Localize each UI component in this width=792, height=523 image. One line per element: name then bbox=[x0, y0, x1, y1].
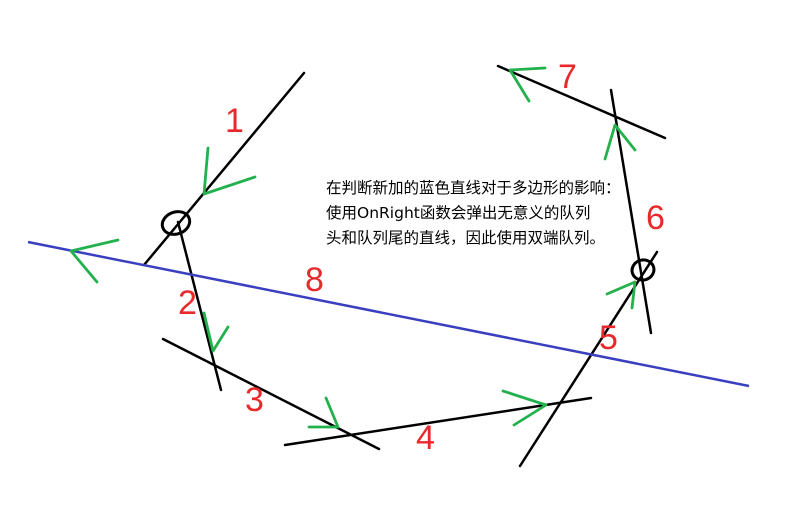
edge-line-4 bbox=[283, 396, 593, 447]
new-blue-line bbox=[27, 240, 750, 388]
intersection-circle-right bbox=[630, 258, 656, 282]
edge-line-2 bbox=[176, 220, 223, 392]
edge-line-1 bbox=[142, 71, 306, 267]
intersection-circle-left bbox=[160, 210, 192, 236]
note-line-3: 头和队列尾的直线，因此使用双端队列。 bbox=[326, 229, 606, 247]
arrow-new-line bbox=[69, 238, 120, 284]
edge-line-3 bbox=[161, 337, 381, 451]
label-4: 4 bbox=[416, 419, 435, 457]
label-1: 1 bbox=[225, 102, 244, 140]
label-8: 8 bbox=[305, 261, 324, 299]
label-7: 7 bbox=[558, 58, 577, 96]
arrow-edge-3 bbox=[307, 396, 340, 429]
arrow-edge-2 bbox=[202, 311, 230, 353]
note-line-2: 使用OnRight函数会弹出无意义的队列 bbox=[326, 204, 591, 222]
arrow-edge-4 bbox=[501, 389, 548, 427]
note-line-1: 在判断新加的蓝色直线对于多边形的影响： bbox=[326, 179, 621, 197]
label-3: 3 bbox=[245, 381, 264, 419]
edge-line-7 bbox=[496, 64, 667, 140]
arrow-edge-6 bbox=[603, 123, 637, 161]
label-5: 5 bbox=[599, 319, 618, 357]
label-6: 6 bbox=[646, 199, 665, 237]
arrow-edge-1 bbox=[202, 146, 257, 196]
arrow-edge-7 bbox=[508, 66, 547, 103]
arrow-edge-5 bbox=[605, 280, 637, 310]
explanation-note: 在判断新加的蓝色直线对于多边形的影响： 使用OnRight函数会弹出无意义的队列… bbox=[326, 176, 656, 251]
label-2: 2 bbox=[178, 284, 197, 322]
edge-line-5 bbox=[518, 250, 659, 468]
